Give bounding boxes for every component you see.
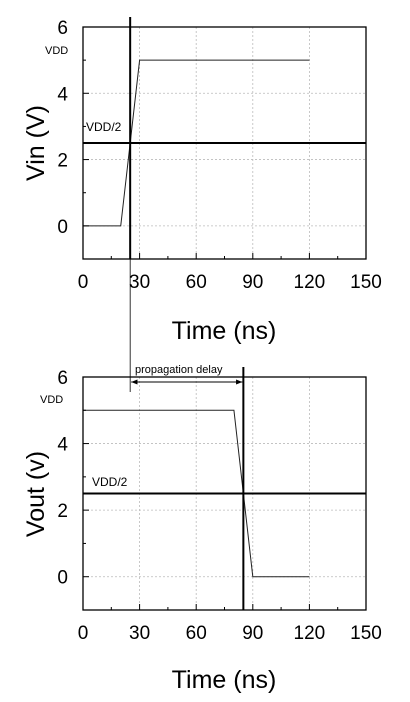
vin-y-axis-title: Vin (V) (22, 105, 50, 181)
x-tick-label: 90 (242, 623, 263, 644)
y-tick-label: 0 (57, 568, 68, 589)
vout-chart: 0 30 60 90 120 150 0 2 4 6 Time (ns) Vout (v) VDD… (22, 367, 382, 694)
y-tick-label: 2 (57, 151, 68, 172)
x-tick-label: 120 (294, 623, 326, 644)
vin-tick-labels: 0 30 60 90 120 150 0 2 4 6 (57, 18, 381, 293)
vout-x-axis-title: Time (ns) (172, 666, 277, 694)
propagation-delay-label: propagation delay (135, 364, 223, 376)
x-tick-label: 120 (294, 272, 326, 293)
vin-ticks (82, 26, 367, 260)
propagation-delay-annotation: propagation delay (129, 259, 243, 392)
y-tick-label: 6 (57, 368, 68, 389)
x-tick-label: 150 (350, 623, 382, 644)
x-tick-label: 0 (78, 623, 89, 644)
x-tick-label: 150 (350, 272, 382, 293)
vout-ticks (82, 376, 367, 611)
x-tick-label: 60 (186, 272, 207, 293)
y-tick-label: 2 (57, 501, 68, 522)
vout-vdd-label: VDD (40, 394, 63, 406)
x-tick-label: 60 (186, 623, 207, 644)
y-tick-label: 6 (57, 18, 68, 39)
vin-vdd-half-label: VDD/2 (86, 120, 122, 134)
x-tick-label: 30 (129, 272, 150, 293)
vout-y-axis-title: Vout (v) (22, 451, 50, 537)
vout-reference-lines (83, 367, 366, 610)
y-tick-label: 4 (57, 84, 68, 105)
x-tick-label: 30 (129, 623, 150, 644)
y-tick-label: 0 (57, 217, 68, 238)
vin-reference-lines (83, 17, 366, 259)
y-tick-label: 4 (57, 435, 68, 456)
x-tick-label: 90 (242, 272, 263, 293)
vout-tick-labels: 0 30 60 90 120 150 0 2 4 6 (57, 368, 381, 644)
vin-x-axis-title: Time (ns) (172, 317, 277, 345)
vout-vdd-half-label: VDD/2 (92, 475, 128, 489)
vin-vdd-label: VDD (45, 45, 68, 57)
x-tick-label: 0 (78, 272, 89, 293)
